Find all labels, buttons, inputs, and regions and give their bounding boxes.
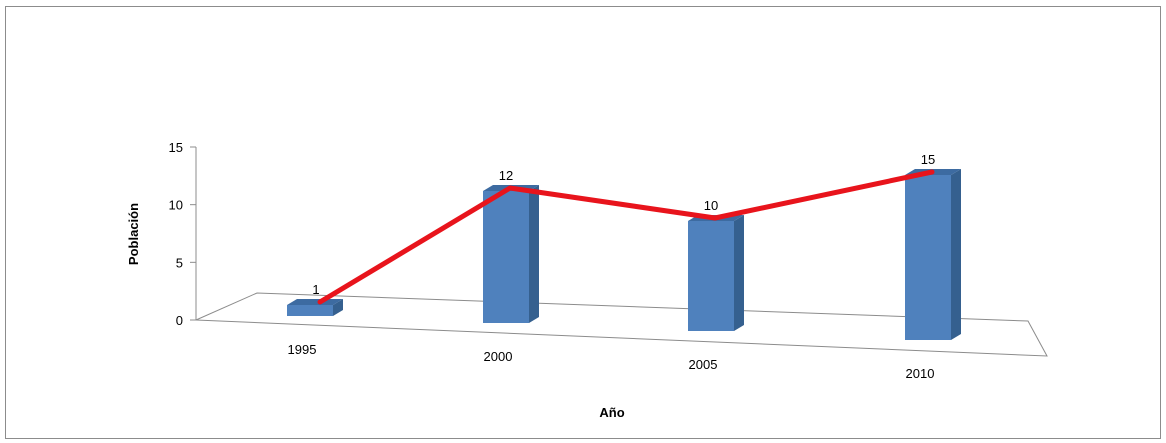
- y-axis-title: Población: [126, 203, 141, 265]
- x-tick-label: 1995: [288, 342, 317, 357]
- bar: [688, 221, 734, 331]
- y-tick-label: 10: [169, 198, 183, 213]
- chart-frame: [5, 6, 1161, 439]
- y-tick-label: 0: [176, 313, 183, 328]
- x-tick-label: 2010: [906, 366, 935, 381]
- x-tick-label: 2005: [689, 357, 718, 372]
- bar: [483, 191, 529, 323]
- chart-floor: [195, 292, 1048, 357]
- x-axis-title: Año: [599, 405, 624, 420]
- bar-series: [287, 169, 961, 340]
- y-tick-label: 5: [176, 255, 183, 270]
- data-label: 1: [312, 282, 319, 297]
- bar-side: [529, 185, 539, 323]
- y-tick-label: 15: [169, 140, 183, 155]
- trend-line: [317, 169, 935, 305]
- data-label: 12: [499, 168, 513, 183]
- data-label: 15: [921, 152, 935, 167]
- bar-top: [287, 299, 343, 305]
- x-tick-label: 2000: [484, 349, 513, 364]
- chart-axes: 0 5 10 15: [169, 140, 1048, 357]
- bar-side: [734, 215, 744, 331]
- bar-side: [333, 299, 343, 316]
- bar: [905, 175, 951, 340]
- line-series: [317, 169, 935, 305]
- data-labels: 1995 2000 2005 2010 1 12 10 15: [288, 152, 936, 381]
- bar: [287, 305, 333, 316]
- bar-side: [951, 169, 961, 340]
- data-label: 10: [704, 198, 718, 213]
